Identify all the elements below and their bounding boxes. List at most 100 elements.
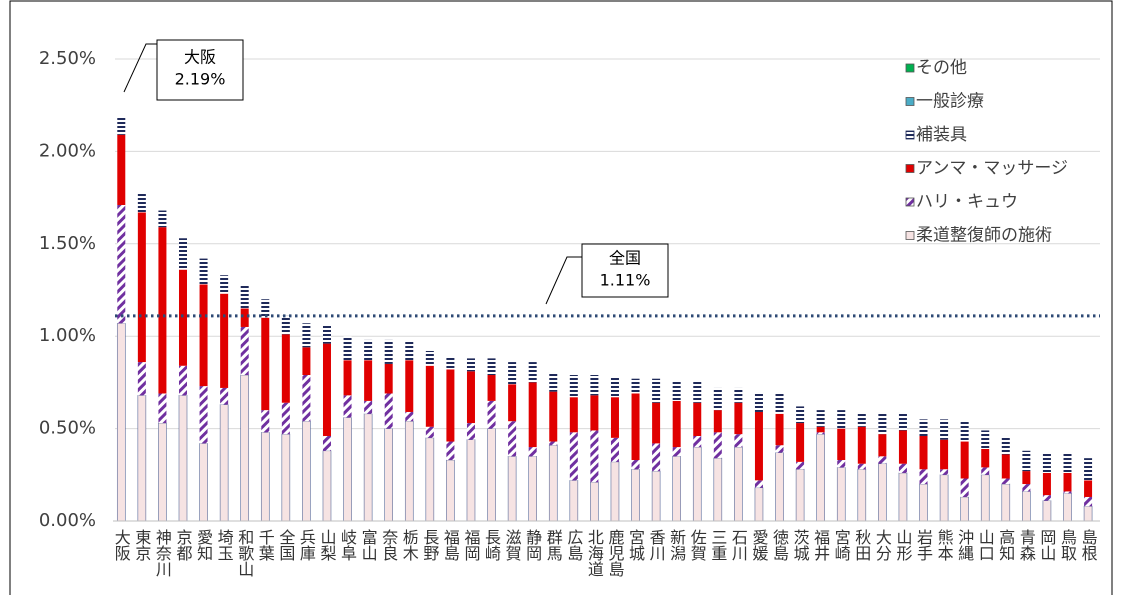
bar-segment bbox=[919, 435, 928, 470]
bar-segment bbox=[837, 428, 846, 461]
bar-segment bbox=[734, 387, 743, 403]
x-tick-label: 広島 bbox=[564, 529, 583, 561]
bar-segment bbox=[1063, 492, 1072, 522]
x-tick-label: 山形 bbox=[893, 529, 912, 561]
bar-segment bbox=[981, 448, 990, 468]
bar-segment bbox=[528, 447, 537, 457]
bar-segment bbox=[405, 360, 414, 412]
bar-segment bbox=[466, 423, 475, 440]
bar-segment bbox=[199, 258, 208, 285]
bar-segment bbox=[775, 452, 784, 522]
bar-segment bbox=[507, 456, 517, 522]
bar-segment bbox=[528, 382, 537, 448]
bar-segment bbox=[631, 460, 640, 470]
bar-segment bbox=[816, 426, 825, 433]
bar-segment bbox=[261, 410, 270, 433]
y-tick-label: 1.50% bbox=[39, 233, 96, 254]
legend-label: 一般診療 bbox=[916, 92, 984, 112]
bar-segment bbox=[878, 434, 887, 457]
bar-segment bbox=[178, 269, 187, 366]
bar-segment bbox=[363, 413, 373, 522]
bar-segment bbox=[857, 426, 866, 464]
x-tick-label: 愛媛 bbox=[749, 529, 768, 561]
x-tick-label: 山口 bbox=[976, 529, 995, 561]
bar-segment bbox=[116, 322, 126, 522]
bar-segment bbox=[1001, 478, 1010, 485]
bar-segment bbox=[446, 441, 455, 461]
bar-segment bbox=[158, 422, 167, 522]
bar-segment bbox=[713, 387, 722, 411]
legend-label: 補装具 bbox=[916, 125, 967, 145]
bar-segment bbox=[261, 299, 270, 318]
bar-segment bbox=[672, 447, 681, 457]
bar-segment bbox=[199, 443, 208, 522]
bar-segment bbox=[261, 317, 270, 411]
bar-segment bbox=[384, 339, 393, 364]
x-tick-label: 佐賀 bbox=[688, 529, 707, 561]
bar-segment bbox=[425, 437, 435, 522]
bar-segment bbox=[178, 365, 187, 396]
bar-segment bbox=[693, 380, 702, 403]
bar-segment bbox=[754, 480, 763, 488]
x-tick-label: 鹿児島 bbox=[605, 529, 624, 577]
bar-segment bbox=[178, 238, 187, 270]
bar-segment bbox=[466, 358, 475, 372]
bar-segment bbox=[549, 391, 558, 442]
bar-segment bbox=[1063, 491, 1072, 494]
bar-segment bbox=[137, 395, 147, 522]
x-tick-label: 秋田 bbox=[852, 529, 871, 561]
x-tick-label: 高知 bbox=[996, 529, 1015, 561]
bar-segment bbox=[487, 358, 496, 376]
bar-segment bbox=[322, 325, 331, 344]
bar-segment bbox=[796, 423, 805, 462]
bar-segment bbox=[508, 384, 517, 422]
bar-segment bbox=[569, 432, 578, 481]
bar-segment bbox=[940, 419, 949, 440]
bar-segment bbox=[1022, 450, 1031, 472]
bar-segment bbox=[302, 347, 311, 376]
bar-segment bbox=[1084, 458, 1093, 481]
bar-segment bbox=[672, 380, 681, 401]
legend-swatch bbox=[905, 130, 915, 140]
bar-segment bbox=[137, 193, 146, 213]
x-tick-label: 滋賀 bbox=[503, 529, 522, 561]
bar-segment bbox=[960, 478, 969, 497]
legend-swatch bbox=[905, 63, 915, 73]
bar-segment bbox=[1022, 491, 1031, 522]
bar-segment bbox=[878, 463, 887, 522]
x-tick-label: 石川 bbox=[729, 529, 748, 561]
bar-segment bbox=[651, 470, 661, 522]
bar-segment bbox=[343, 336, 352, 361]
bar-segment bbox=[1001, 435, 1010, 455]
bar-segment bbox=[610, 397, 619, 438]
x-tick-label: 愛知 bbox=[194, 529, 213, 561]
bar-segment bbox=[775, 413, 784, 446]
bar-segment bbox=[1063, 452, 1072, 473]
legend-swatch bbox=[905, 197, 915, 207]
bar-segment bbox=[960, 421, 969, 442]
x-tick-label: 埼玉 bbox=[215, 529, 234, 561]
bar-segment bbox=[1042, 495, 1051, 501]
bar-segment bbox=[1001, 454, 1010, 479]
y-tick-label: 1.00% bbox=[39, 325, 96, 346]
legend-swatch bbox=[905, 164, 915, 173]
x-tick-label: 鳥取 bbox=[1058, 529, 1077, 561]
bar-segment bbox=[610, 437, 619, 462]
bar-segment bbox=[816, 410, 825, 427]
bar-segment bbox=[672, 400, 681, 448]
bar-segment bbox=[919, 419, 928, 436]
bar-segment bbox=[754, 487, 764, 522]
bar-segment bbox=[672, 456, 681, 522]
bar-segment bbox=[446, 459, 455, 522]
x-tick-label: 大分 bbox=[873, 529, 892, 562]
bar-segment bbox=[713, 457, 723, 522]
x-tick-label: 山梨 bbox=[317, 529, 336, 561]
legend-label: アンマ・マッサージ bbox=[916, 159, 1068, 179]
bar-segment bbox=[569, 375, 578, 398]
bar-segment bbox=[117, 134, 126, 205]
x-tick-label: 大阪 bbox=[112, 529, 131, 561]
bar-segment bbox=[796, 461, 805, 470]
bar-segment bbox=[775, 393, 784, 414]
bar-segment bbox=[240, 374, 250, 522]
